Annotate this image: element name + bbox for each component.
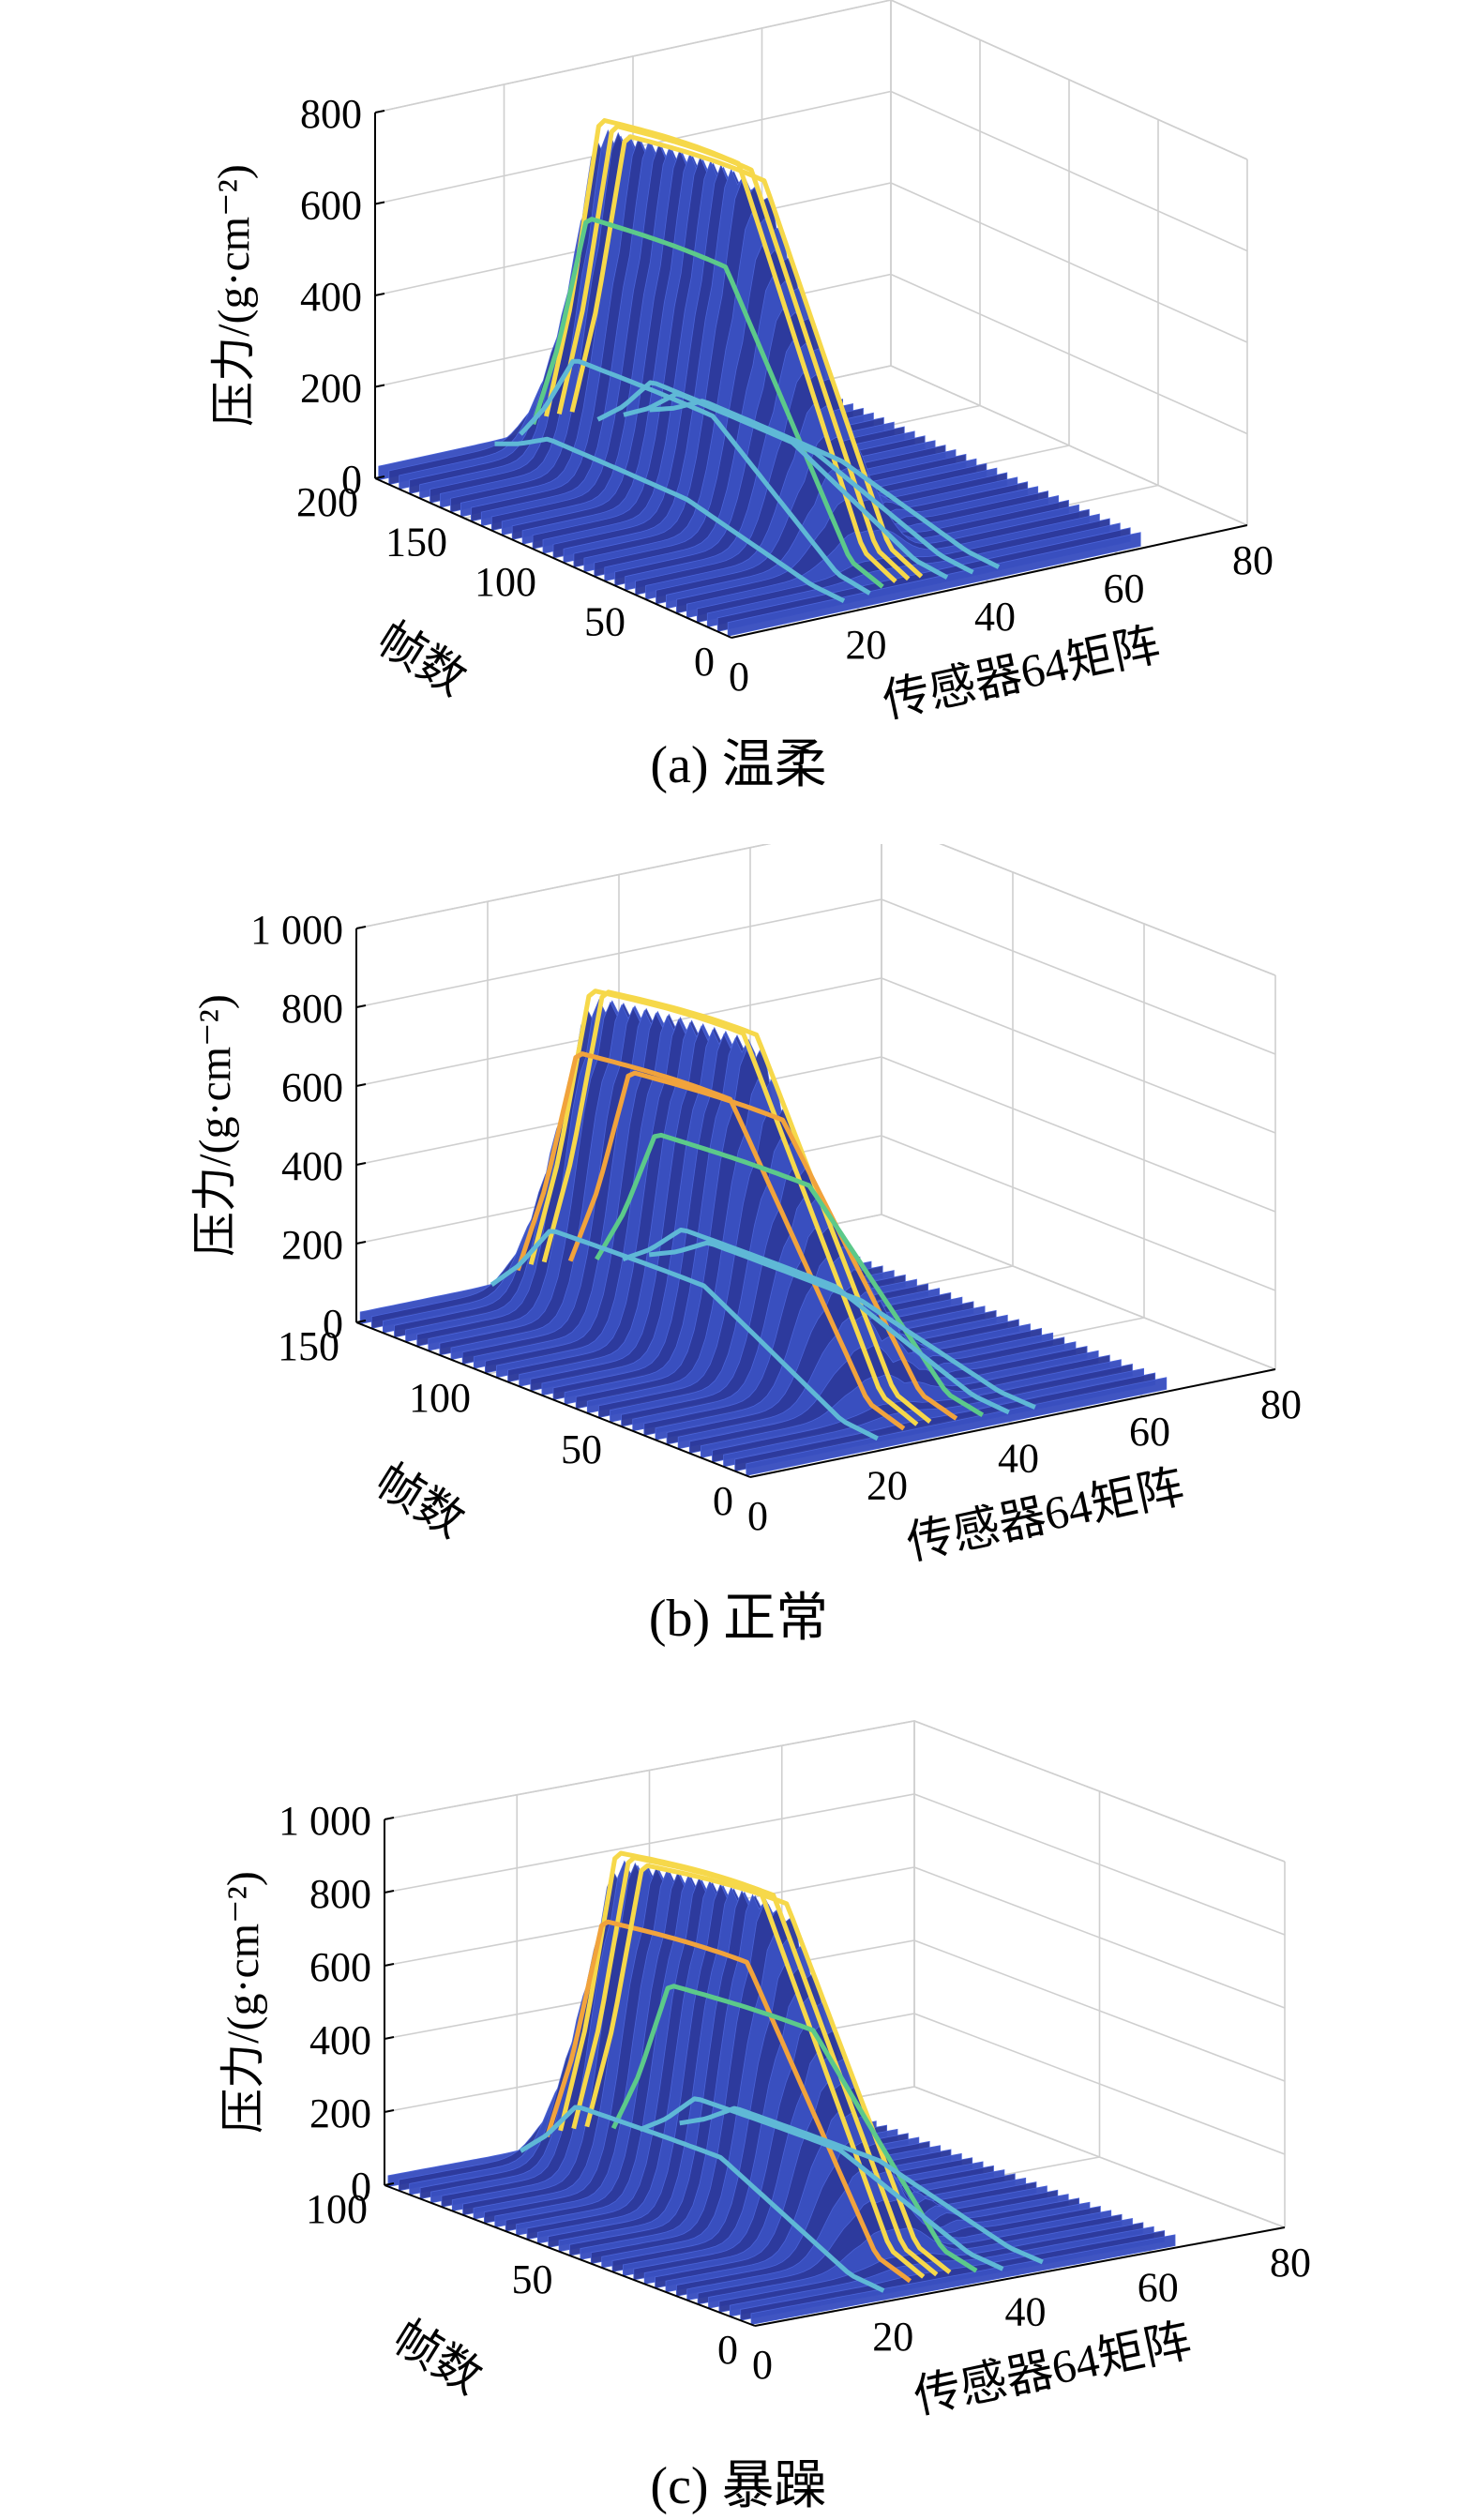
- x-tick-label: 40: [1005, 2289, 1047, 2335]
- y-axis-label: 帧数: [367, 1454, 474, 1547]
- y-tick-label: 0: [694, 639, 715, 685]
- x-tick-label: 40: [998, 1436, 1039, 1482]
- y-tick-label: 50: [561, 1426, 602, 1472]
- ridge-line: [610, 1984, 978, 2273]
- z-tick-label: 200: [281, 1222, 343, 1268]
- ridge-line: [679, 2105, 1044, 2265]
- z-tick-label: 200: [309, 2090, 371, 2136]
- chart-panel-c: 0 200 400 600 800 1 000 100 50 0 20 40 60 80 0 压力/(g·c…: [0, 1716, 1477, 2520]
- x-tick-label: 0: [729, 654, 749, 700]
- ridge-line: [648, 1240, 1036, 1410]
- x-tick-label: 40: [974, 594, 1016, 640]
- pressure-surface: [359, 999, 1168, 1476]
- ridge-line: [545, 1919, 912, 2284]
- ridge-line: [541, 989, 932, 1424]
- z-tick-label: 800: [309, 1871, 371, 1917]
- x-tick-label: 60: [1129, 1409, 1170, 1455]
- z-axis-label: 压力/(g·cm⁻²): [219, 1871, 268, 2134]
- z-tick-label: 800: [300, 91, 362, 137]
- ridge-line: [528, 988, 919, 1426]
- z-axis-label: 压力/(g·cm⁻²): [209, 164, 259, 427]
- ridge-line: [623, 391, 974, 575]
- ridge-line: [515, 1051, 906, 1431]
- ridge-line: [519, 2105, 885, 2293]
- z-tick-label: 600: [300, 183, 362, 229]
- x-tick-label: 80: [1270, 2240, 1311, 2286]
- ridge-line: [639, 2096, 1004, 2271]
- z-tick-label: 0: [323, 1301, 343, 1347]
- ridge-line: [531, 217, 884, 589]
- ridge-lines: [494, 118, 1001, 603]
- x-tick-label: 60: [1104, 566, 1145, 611]
- x-tick-label: 20: [867, 1462, 908, 1508]
- axes: [384, 1819, 1286, 2327]
- z-tick-label: 1 000: [279, 1798, 371, 1844]
- z-tick-label: 200: [300, 366, 362, 412]
- x-axis-label: 传感器64矩阵: [902, 1460, 1188, 1570]
- z-tick-label: 600: [281, 1064, 343, 1110]
- ridge-line: [519, 358, 871, 596]
- x-tick-label: 20: [872, 2314, 913, 2360]
- caption-a: (a) 温柔: [650, 736, 827, 794]
- z-axis-label: 压力/(g·cm⁻²): [190, 994, 240, 1257]
- ridge-line: [567, 1070, 958, 1421]
- z-tick-label: 0: [351, 2164, 371, 2210]
- y-tick-label: 0: [713, 1478, 733, 1524]
- ridge-line: [569, 134, 924, 579]
- ridge-line: [490, 1229, 879, 1441]
- caption-b: (b) 正常: [648, 1590, 829, 1648]
- z-tick-label: 1 000: [250, 907, 343, 953]
- x-tick-label: 20: [846, 622, 887, 668]
- y-axis-label: 帧数: [369, 611, 475, 705]
- y-tick-label: 100: [306, 2186, 368, 2232]
- z-tick-label: 800: [281, 986, 343, 1032]
- y-tick-label: 200: [296, 479, 358, 525]
- ridge-line: [571, 1855, 939, 2277]
- ridge-line: [494, 436, 846, 603]
- z-tick-label: 600: [309, 1944, 371, 1990]
- x-tick-label: 0: [747, 1493, 768, 1539]
- ridge-line: [584, 1863, 952, 2274]
- z-tick-label: 400: [281, 1143, 343, 1189]
- x-tick-label: 60: [1138, 2264, 1179, 2310]
- y-tick-label: 0: [717, 2327, 738, 2373]
- axes: [355, 928, 1276, 1478]
- x-axis-label: 传感器64矩阵: [878, 618, 1164, 728]
- y-tick-label: 100: [475, 559, 536, 605]
- z-tick-label: 400: [300, 274, 362, 320]
- y-tick-label: 100: [409, 1375, 471, 1421]
- ridge-lines: [519, 1850, 1044, 2293]
- y-axis-label: 帧数: [384, 2310, 491, 2404]
- x-tick-label: 0: [752, 2342, 773, 2388]
- ridge-line: [622, 1228, 1010, 1415]
- z-tick-label: 400: [309, 2017, 371, 2063]
- x-axis-label: 传感器64矩阵: [910, 2314, 1196, 2423]
- y-tick-label: 150: [385, 520, 447, 566]
- chart-panel-b: 0 200 400 600 800 1 000 150 100 50 0 20 40 60 80 0 压力/(…: [0, 844, 1477, 1669]
- x-tick-label: 80: [1232, 537, 1274, 583]
- x-tick-label: 80: [1260, 1381, 1302, 1427]
- pressure-surface: [387, 1860, 1176, 2325]
- y-tick-label: 150: [278, 1323, 339, 1369]
- ridge-lines: [490, 988, 1036, 1441]
- z-tick-label: 0: [341, 457, 362, 503]
- y-tick-label: 50: [584, 599, 625, 645]
- ridge-line: [649, 399, 1001, 569]
- caption-c: (c) 暴躁: [650, 2457, 827, 2515]
- chart-panel-a: 0 200 400 600 800 200 150 100 50 0 20 40 60 80 0 压力/(g·…: [0, 0, 1477, 825]
- y-tick-label: 50: [512, 2256, 553, 2302]
